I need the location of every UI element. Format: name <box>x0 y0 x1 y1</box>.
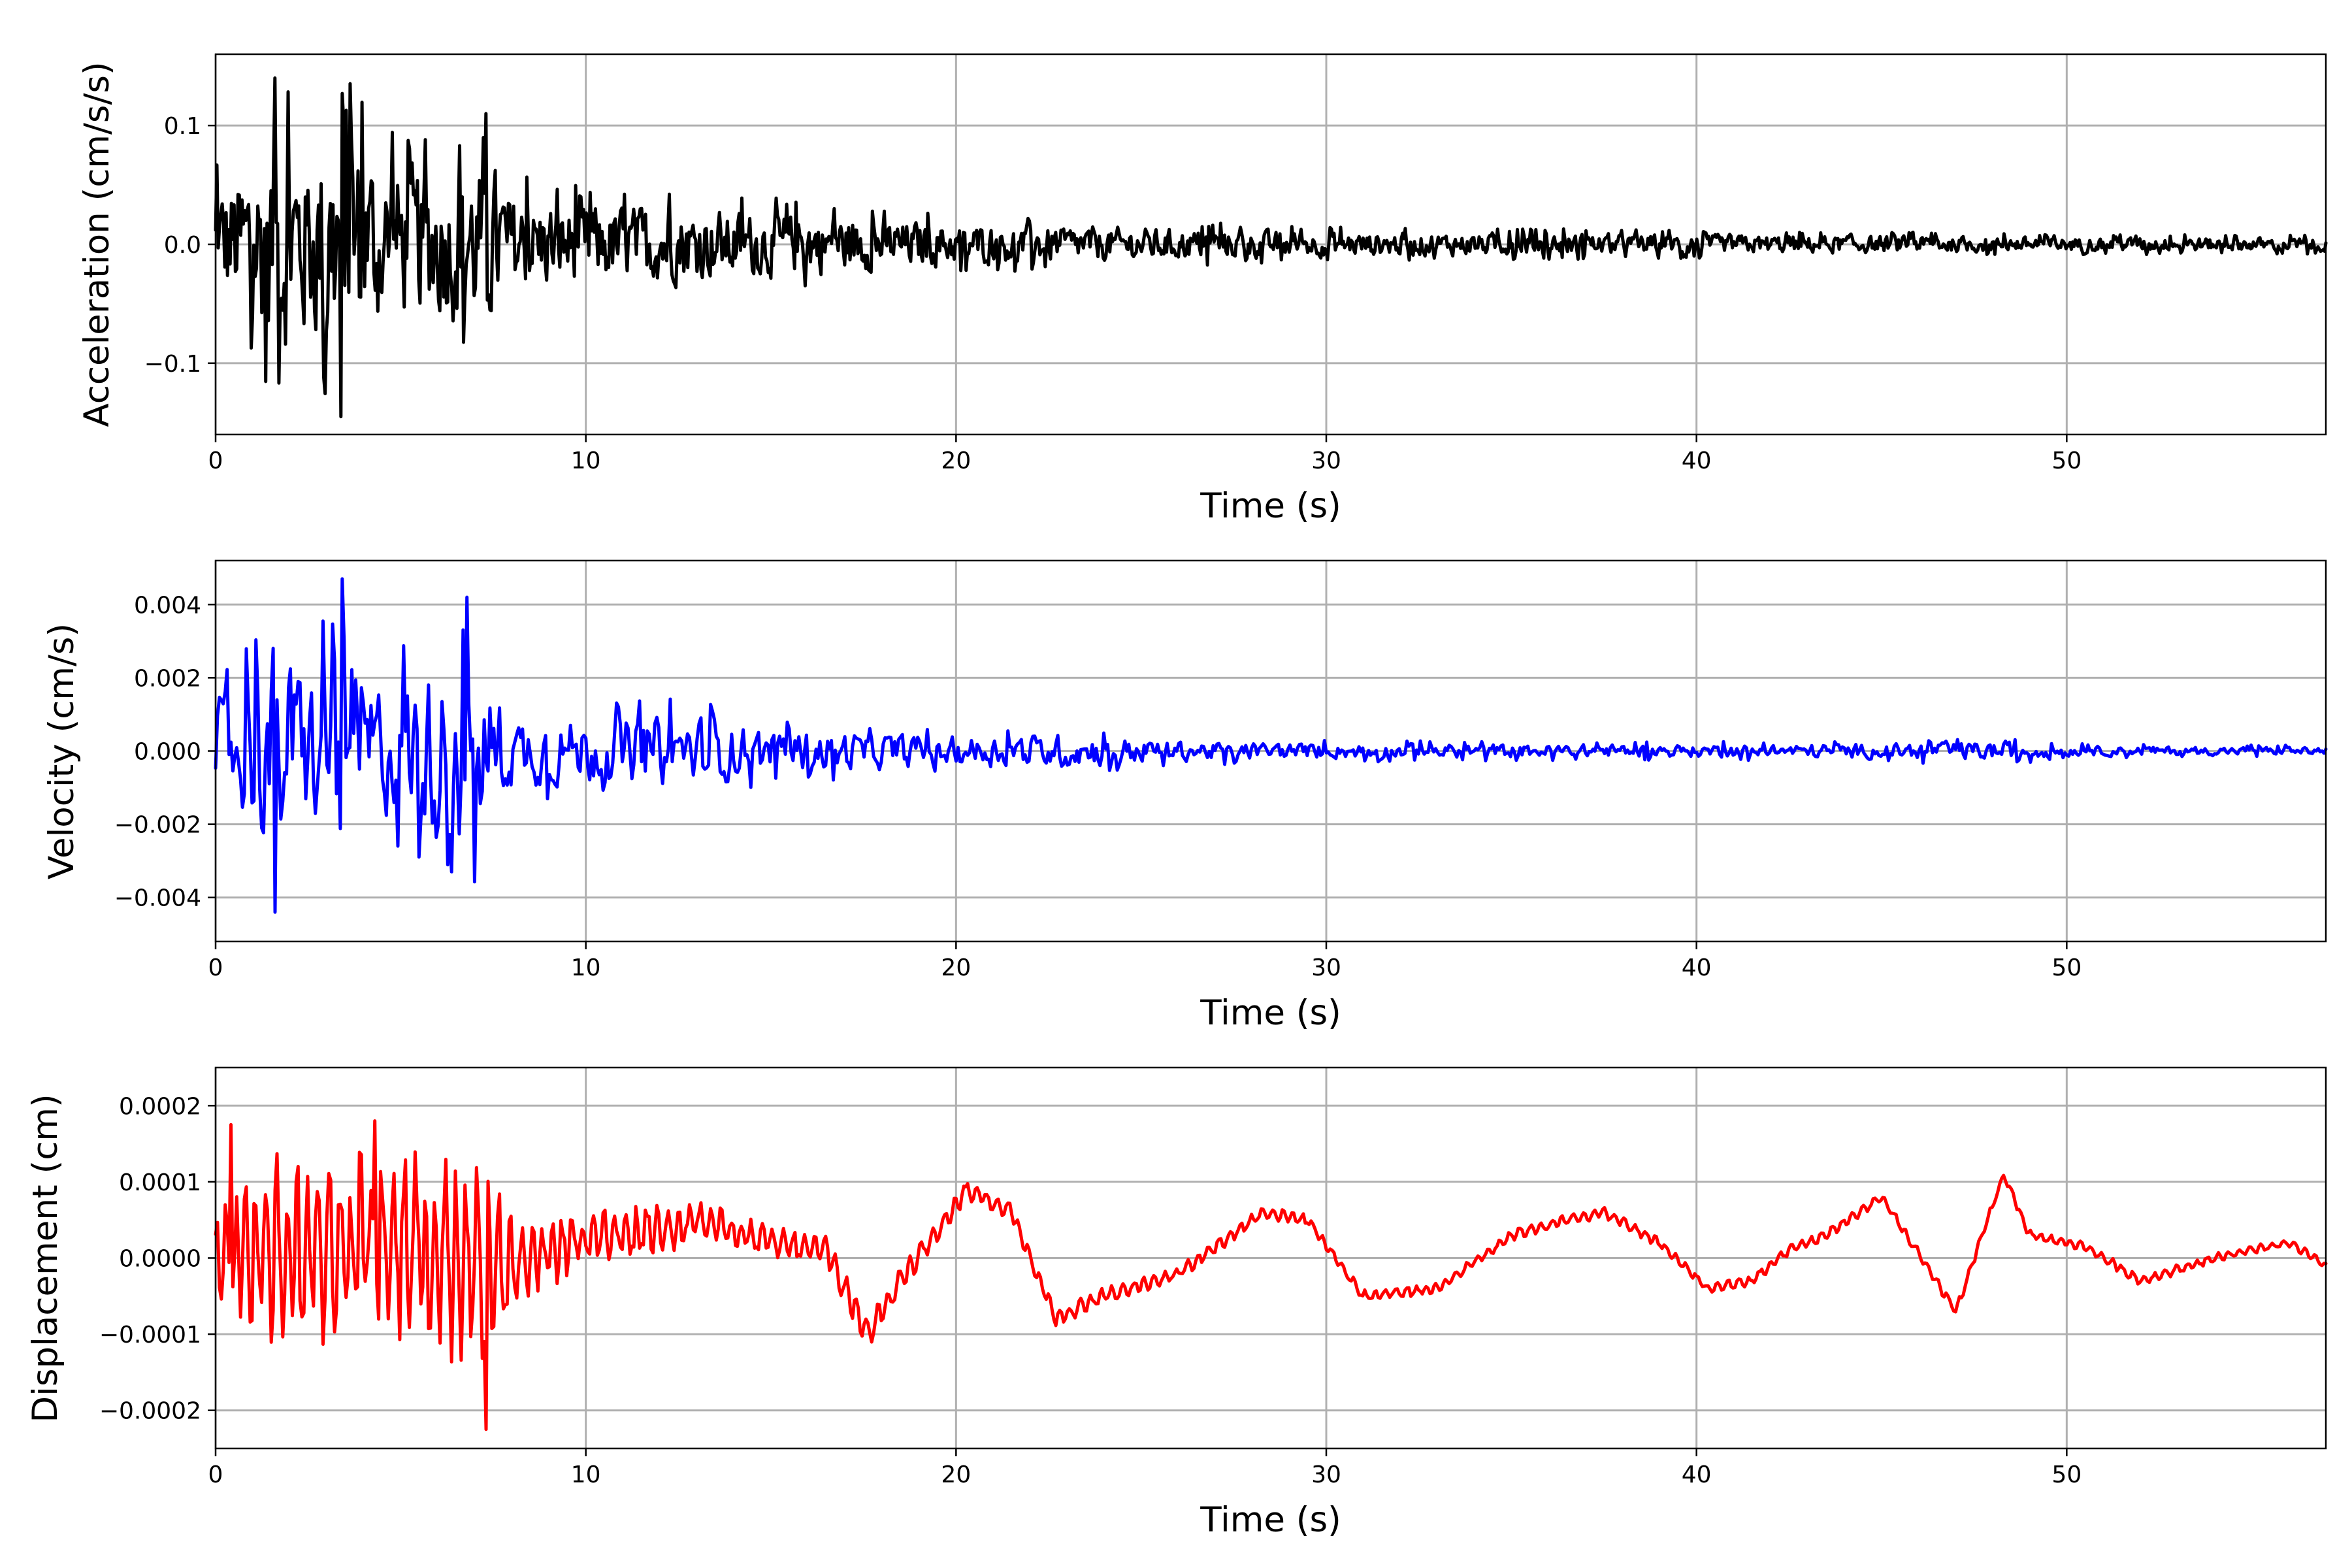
x-tick-label: 10 <box>571 1462 601 1488</box>
displacement-trace <box>214 1119 2328 1431</box>
x-tick-label: 30 <box>1311 1462 1341 1488</box>
x-tick-label: 50 <box>2051 448 2082 474</box>
y-tick-label: 0.002 <box>134 665 201 692</box>
x-tick-label: 40 <box>1682 448 1712 474</box>
velocity-ticks: 0 10 20 30 40 50 0.004 0.002 0.000 −0.002 −0.004 <box>114 592 2082 981</box>
x-tick-label: 10 <box>571 448 601 474</box>
x-tick-label: 20 <box>941 955 971 981</box>
x-tick-label: 0 <box>208 1462 223 1488</box>
y-tick-label: 0.0002 <box>119 1093 201 1120</box>
y-tick-label: −0.0001 <box>99 1322 201 1348</box>
displacement-panel: 0 10 20 30 40 50 0.0002 0.0001 0.0000 −0.0001 −0.0… <box>25 1066 2328 1540</box>
x-tick-label: 0 <box>208 955 223 981</box>
x-tick-label: 30 <box>1311 955 1341 981</box>
x-tick-label: 50 <box>2051 955 2082 981</box>
y-tick-label: 0.0001 <box>119 1169 201 1196</box>
y-tick-label: 0.1 <box>164 113 201 140</box>
displacement-grid <box>214 1068 2326 1448</box>
acceleration-ticks: 0 10 20 30 40 50 0.1 0.0 −0.1 <box>144 113 2082 474</box>
x-tick-label: 10 <box>571 955 601 981</box>
displacement-ylabel: Displacement (cm) <box>25 1094 65 1422</box>
x-tick-label: 30 <box>1311 448 1341 474</box>
y-tick-label: 0.004 <box>134 592 201 619</box>
x-tick-label: 0 <box>208 448 223 474</box>
y-tick-label: −0.0002 <box>99 1398 201 1425</box>
x-tick-label: 50 <box>2051 1462 2082 1488</box>
velocity-panel: 0 10 20 30 40 50 0.004 0.002 0.000 −0.002 −0.004 T… <box>42 559 2328 1033</box>
y-tick-label: 0.0000 <box>119 1246 201 1273</box>
displacement-ticks: 0 10 20 30 40 50 0.0002 0.0001 0.0000 −0.0001 −0.0… <box>99 1093 2082 1488</box>
acceleration-panel: 0 10 20 30 40 50 0.1 0.0 −0.1 Time (s) Accelerat… <box>77 53 2328 526</box>
y-tick-label: −0.002 <box>114 812 201 839</box>
x-tick-label: 40 <box>1682 1462 1712 1488</box>
x-tick-label: 20 <box>941 1462 971 1488</box>
acceleration-trace <box>214 76 2328 419</box>
displacement-xlabel: Time (s) <box>1200 1500 1341 1540</box>
velocity-xlabel: Time (s) <box>1200 993 1341 1033</box>
acceleration-xlabel: Time (s) <box>1200 486 1341 526</box>
y-tick-label: −0.004 <box>114 885 201 912</box>
y-tick-label: 0.000 <box>134 739 201 766</box>
y-tick-label: 0.0 <box>164 232 201 259</box>
velocity-ylabel: Velocity (cm/s) <box>42 623 82 879</box>
acceleration-ylabel: Acceleration (cm/s/s) <box>77 61 117 427</box>
x-tick-label: 40 <box>1682 955 1712 981</box>
velocity-trace <box>214 577 2328 914</box>
x-tick-label: 20 <box>941 448 971 474</box>
y-tick-label: −0.1 <box>144 351 201 378</box>
